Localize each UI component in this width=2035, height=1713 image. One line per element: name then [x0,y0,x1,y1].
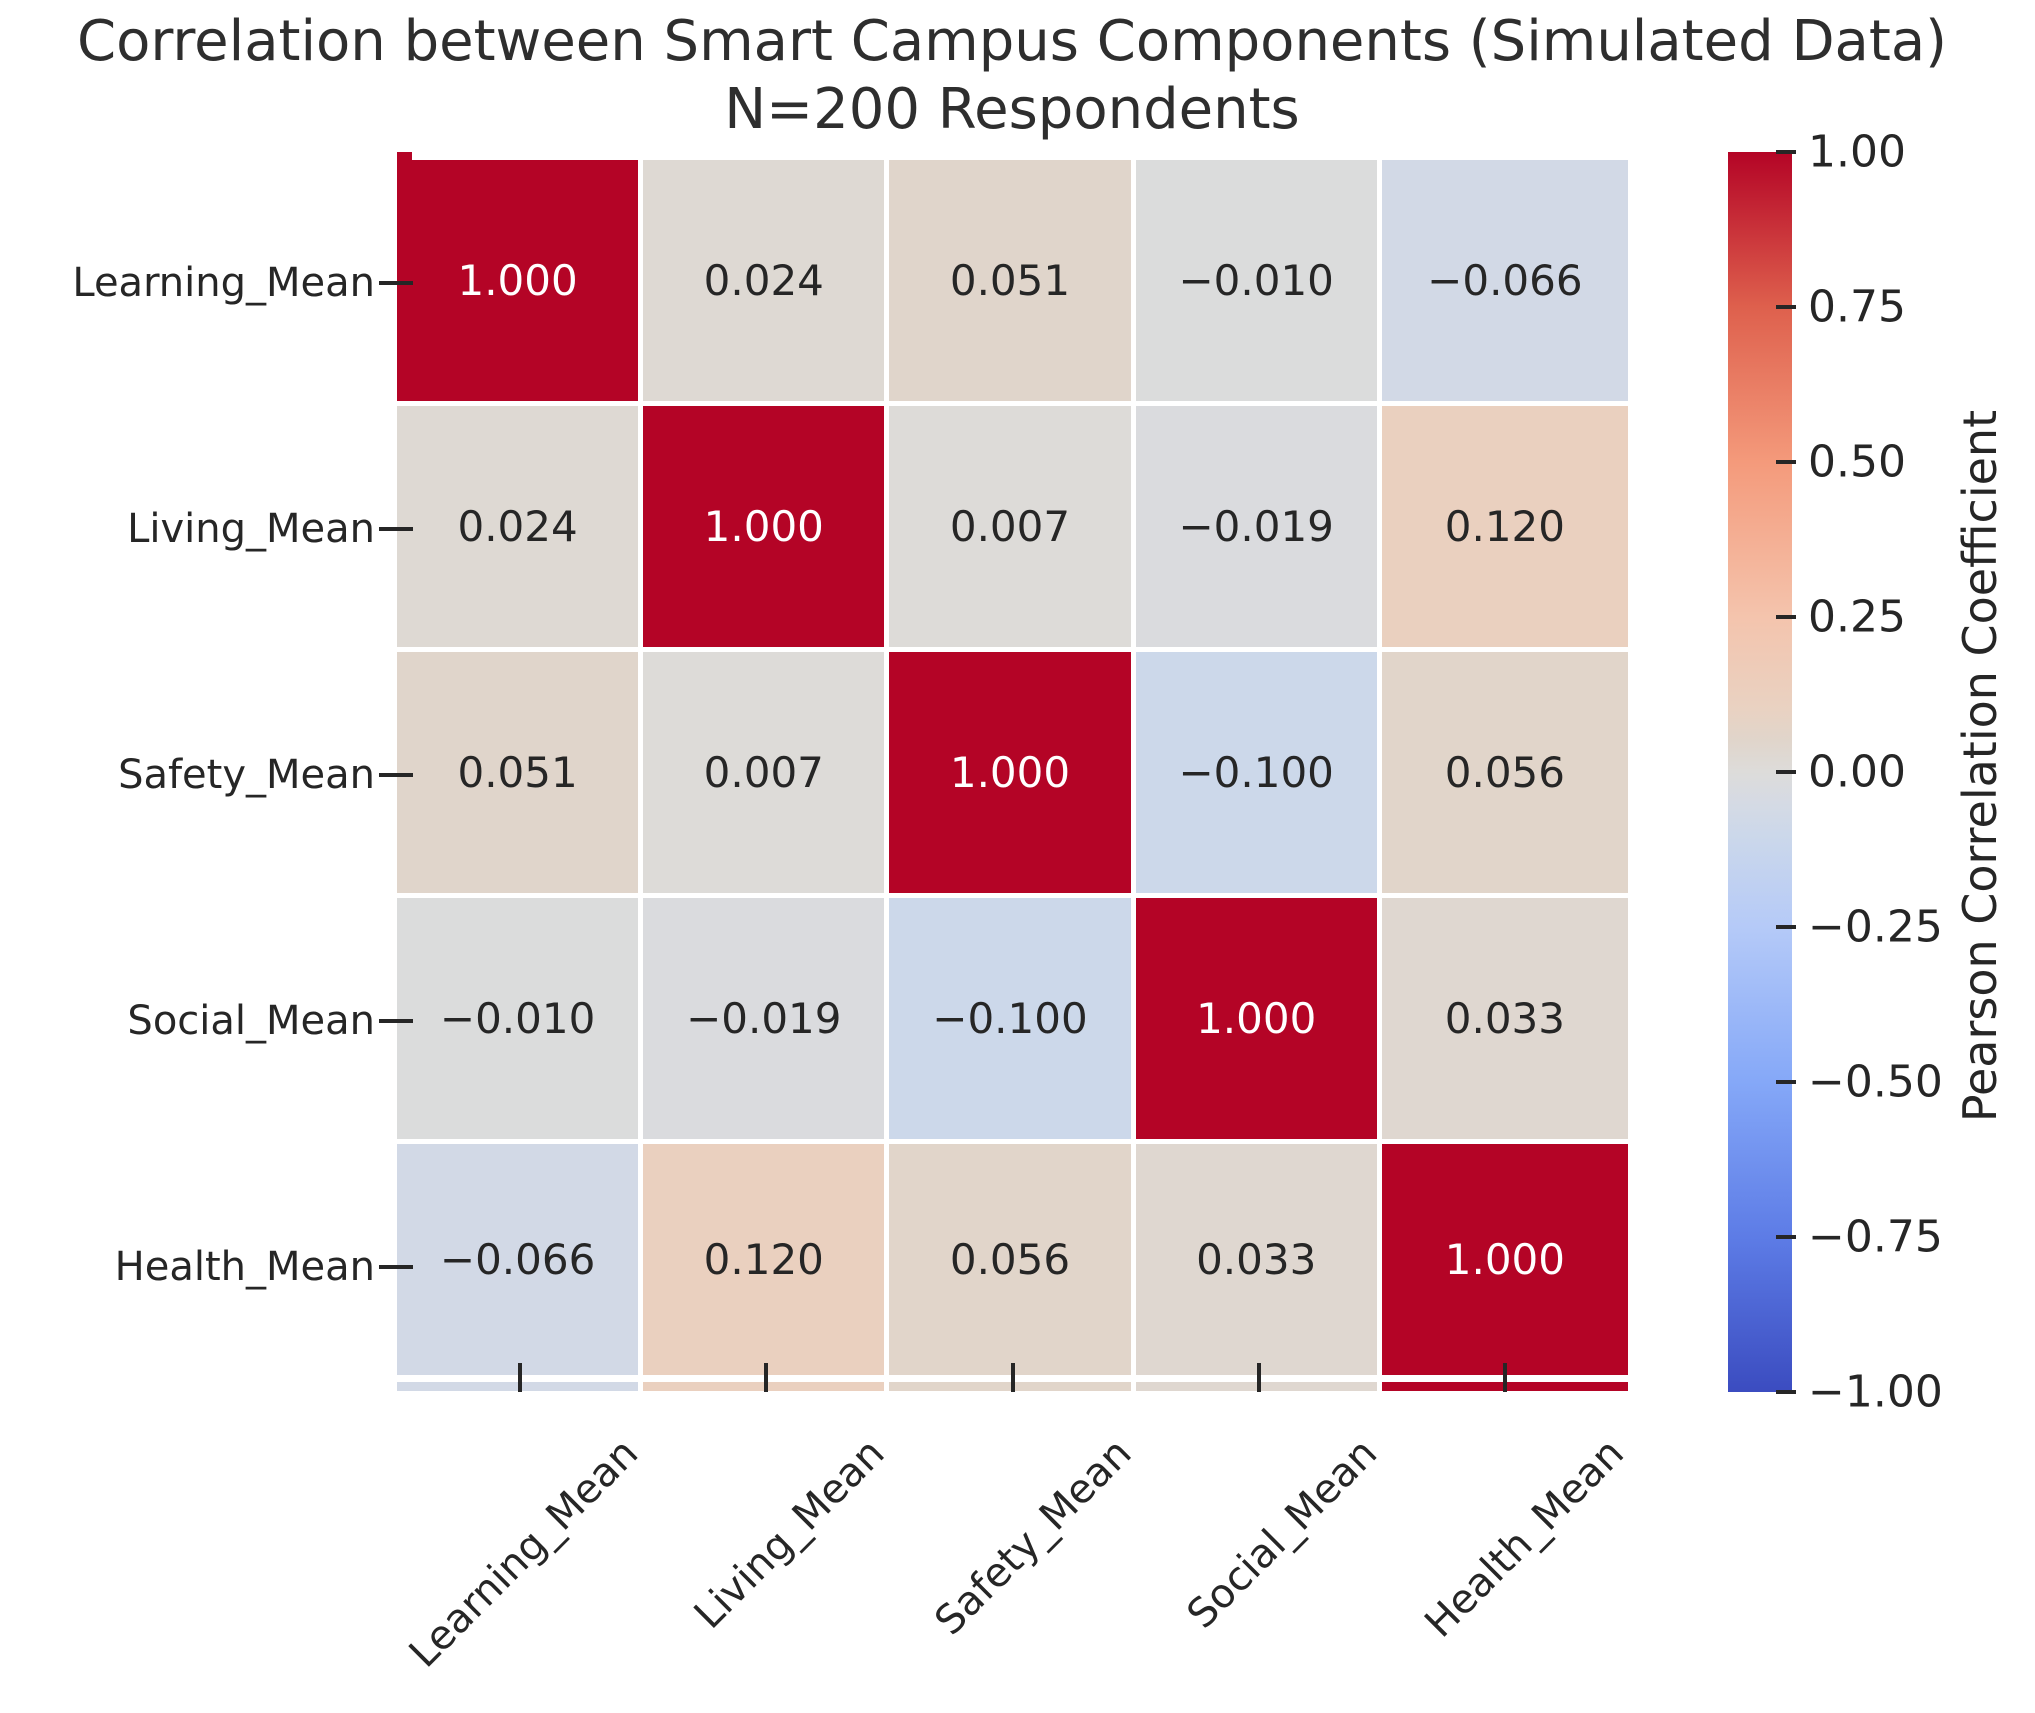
heatmap-cell-Learning_Mean-Living_Mean: 0.024 [643,160,885,401]
colorbar-label: Pearson Correlation Coefficient [1953,409,2007,1123]
heatmap-cell-Learning_Mean-Learning_Mean: 1.000 [397,160,639,401]
y-tick-label-Learning_Mean: Learning_Mean [72,260,375,306]
heatmap-cell-Learning_Mean-Safety_Mean: 0.051 [889,160,1131,401]
chart-title: Correlation between Smart Campus Compone… [0,8,2024,145]
heatmap-cell-Social_Mean-Social_Mean: 1.000 [1135,898,1377,1139]
x-tick-label-Social_Mean: Social_Mean [1178,1430,1387,1638]
heatmap-cell-Living_Mean-Social_Mean: −0.019 [1135,406,1377,647]
y-tick-mark [379,773,413,777]
x-tick-mark [1502,1363,1507,1392]
chart-title-line2: N=200 Respondents [724,77,1300,143]
colorbar-tick-mark [1776,770,1796,774]
heatmap-cell-Social_Mean-Health_Mean: 0.033 [1381,898,1628,1139]
colorbar-tick-mark [1776,460,1796,464]
heatmap-cell-Health_Mean-Safety_Mean: 0.056 [889,1144,1131,1375]
heatmap-cell-Health_Mean-Learning_Mean: −0.066 [397,1144,639,1375]
colorbar-tick-label: 0.00 [1808,746,1906,798]
x-tick-mark [1010,1363,1015,1392]
y-tick-mark [379,1019,413,1023]
y-tick-mark [379,281,413,285]
colorbar-tick-mark [1776,1080,1796,1084]
heatmap-bottom-sliver [889,1382,1131,1391]
x-tick-label-Health_Mean: Health_Mean [1415,1430,1633,1647]
heatmap-cell-Safety_Mean-Learning_Mean: 0.051 [397,652,639,893]
heatmap-bottom-sliver [1135,1382,1377,1391]
heatmap-cell-Social_Mean-Learning_Mean: −0.010 [397,898,639,1139]
heatmap-cell-Safety_Mean-Safety_Mean: 1.000 [889,652,1131,893]
heatmap-cell-Living_Mean-Living_Mean: 1.000 [643,406,885,647]
heatmap-cell-Safety_Mean-Living_Mean: 0.007 [643,652,885,893]
heatmap-cell-Learning_Mean-Health_Mean: −0.066 [1381,160,1628,401]
colorbar-tick-mark [1776,925,1796,929]
colorbar-tick-mark [1776,1235,1796,1239]
y-tick-label-Living_Mean: Living_Mean [127,506,375,552]
heatmap-bottom-sliver [643,1382,885,1391]
y-tick-mark [379,1265,413,1269]
y-tick-label-Health_Mean: Health_Mean [114,1244,375,1290]
heatmap-cell-Living_Mean-Safety_Mean: 0.007 [889,406,1131,647]
colorbar-tick-label: −0.25 [1808,901,1943,953]
heatmap-cell-Social_Mean-Living_Mean: −0.019 [643,898,885,1139]
chart-title-line1: Correlation between Smart Campus Compone… [76,9,1947,74]
colorbar-tick-mark [1776,150,1796,154]
x-tick-label-Safety_Mean: Safety_Mean [925,1430,1141,1645]
heatmap-cell-Living_Mean-Health_Mean: 0.120 [1381,406,1628,647]
x-tick-mark [518,1363,523,1392]
heatmap-cell-Health_Mean-Social_Mean: 0.033 [1135,1144,1377,1375]
y-tick-label-Social_Mean: Social_Mean [127,998,375,1044]
colorbar-tick-label: 0.75 [1808,281,1906,333]
y-tick-mark [379,527,413,531]
heatmap-cell-Social_Mean-Safety_Mean: −0.100 [889,898,1131,1139]
colorbar-tick-label: 1.00 [1808,126,1906,178]
heatmap-cell-Safety_Mean-Health_Mean: 0.056 [1381,652,1628,893]
x-tick-mark [1256,1363,1261,1392]
colorbar-tick-label: 0.25 [1808,591,1906,643]
heatmap-cell-Health_Mean-Health_Mean: 1.000 [1381,1144,1628,1375]
heatmap-cell-Learning_Mean-Social_Mean: −0.010 [1135,160,1377,401]
y-tick-label-Safety_Mean: Safety_Mean [118,752,375,798]
colorbar-tick-label: −1.00 [1808,1366,1943,1418]
heatmap-cell-Living_Mean-Learning_Mean: 0.024 [397,406,639,647]
x-tick-label-Living_Mean: Living_Mean [686,1430,894,1638]
colorbar-tick-mark [1776,615,1796,619]
colorbar-tick-label: 0.50 [1808,436,1906,488]
colorbar-tick-mark [1776,1390,1796,1394]
colorbar-tick-label: −0.50 [1808,1056,1943,1108]
heatmap-cell-Safety_Mean-Social_Mean: −0.100 [1135,652,1377,893]
x-tick-mark [764,1363,769,1392]
x-tick-label-Learning_Mean: Learning_Mean [401,1430,648,1677]
colorbar-tick-mark [1776,305,1796,309]
heatmap-top-sliver [397,152,412,160]
heatmap-cell-Health_Mean-Living_Mean: 0.120 [643,1144,885,1375]
colorbar-tick-label: −0.75 [1808,1211,1943,1263]
heatmap-bottom-sliver [397,1382,639,1391]
